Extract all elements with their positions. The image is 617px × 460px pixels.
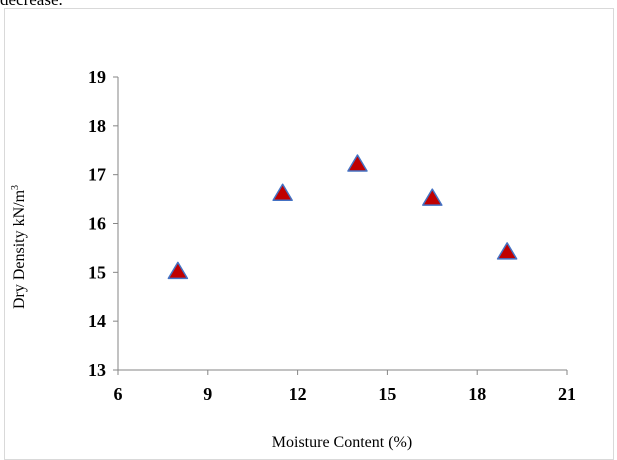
y-tick-label: 17 (88, 165, 106, 185)
x-tick-label: 18 (468, 384, 486, 404)
y-axis-title-superscript: 3 (10, 185, 21, 190)
data-point-triangle (422, 188, 443, 206)
axes-group (113, 76, 568, 375)
y-tick-label: 16 (88, 214, 106, 234)
x-tick-label: 6 (114, 384, 123, 404)
chart-frame (4, 8, 614, 460)
x-tick-label: 12 (289, 384, 307, 404)
data-point-triangle (347, 154, 368, 172)
data-point-triangle (496, 242, 518, 260)
tick-labels-group: 13 14 15 16 17 18 19 6 9 12 15 18 21 (88, 67, 576, 404)
y-tick-label: 19 (88, 67, 106, 87)
x-tick-label: 21 (558, 384, 576, 404)
data-points-group (167, 154, 518, 280)
y-tick-label: 18 (88, 116, 106, 136)
x-tick-label: 9 (203, 384, 212, 404)
y-tick-label: 14 (88, 311, 106, 331)
y-tick-label: 15 (88, 262, 106, 282)
y-axis-title-main: Dry Density kN/m (11, 189, 28, 309)
x-tick-label: 15 (378, 384, 396, 404)
x-axis-title: Moisture Content (%) (272, 434, 412, 451)
data-point-triangle (167, 261, 189, 280)
data-point-triangle (272, 183, 293, 202)
y-axis-title: Dry Density kN/m3 (10, 185, 28, 309)
y-tick-label: 13 (88, 360, 106, 380)
preceding-text: decrease. (0, 0, 63, 10)
